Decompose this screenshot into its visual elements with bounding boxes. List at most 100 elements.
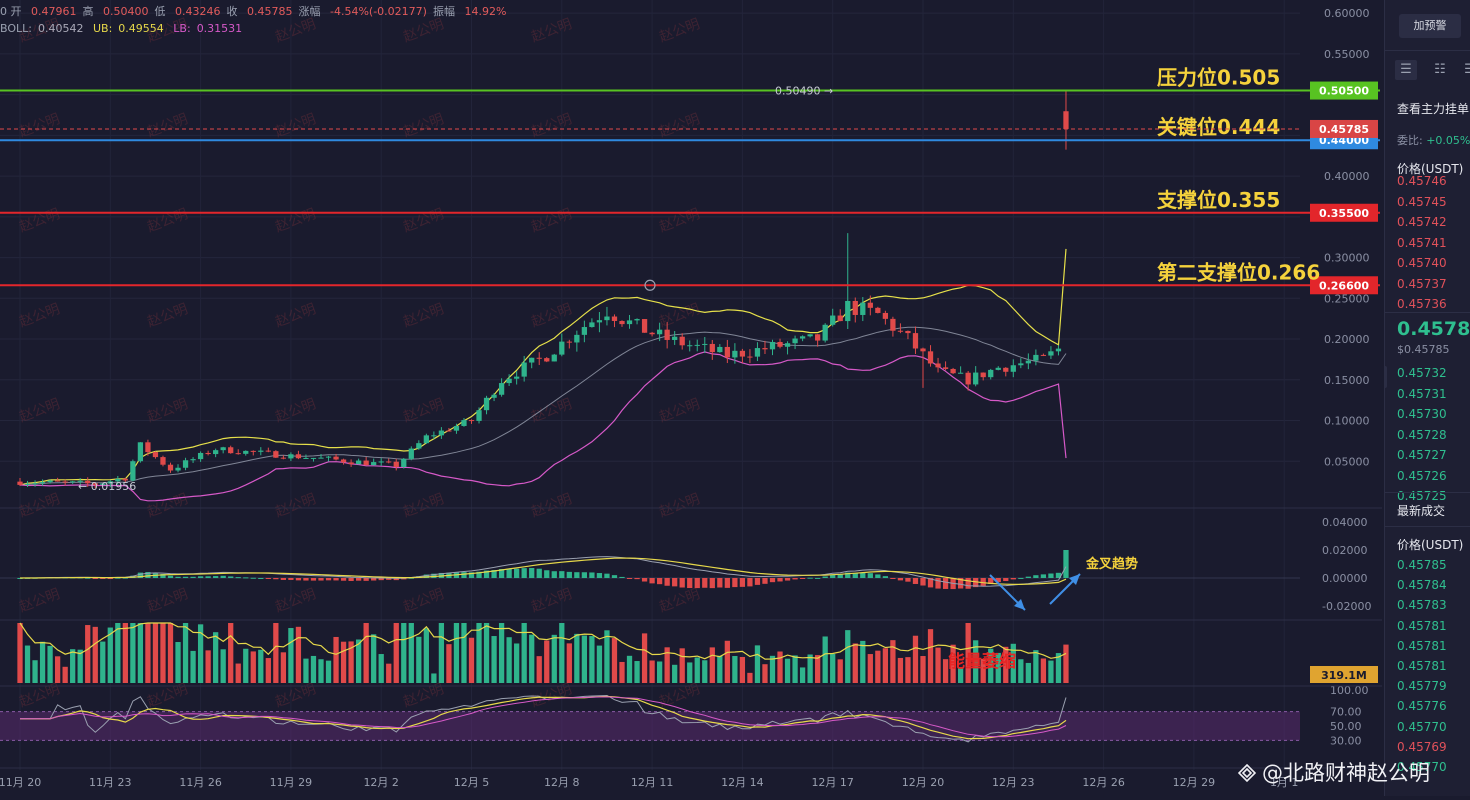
up-arrow-head — [1069, 574, 1080, 585]
trade-row[interactable]: 0.45776 — [1397, 699, 1447, 714]
volume-bar — [386, 663, 392, 683]
bids-view-icon[interactable]: ☷ — [1434, 62, 1446, 77]
macd-histogram-bar — [213, 576, 219, 578]
volume-bar — [1010, 643, 1016, 683]
macd-histogram-bar — [468, 572, 475, 578]
trade-row[interactable]: 0.45779 — [1397, 679, 1447, 694]
divider — [1385, 312, 1470, 313]
trade-row[interactable]: 0.45770 — [1397, 719, 1447, 734]
candle-body — [401, 458, 407, 467]
kline-chart[interactable]: 0.600000.550000.500000.450000.400000.350… — [0, 0, 1382, 796]
candle-body — [54, 480, 61, 482]
ask-row[interactable]: 0.45746 — [1397, 174, 1447, 188]
bid-row[interactable]: 0.45726 — [1397, 468, 1447, 483]
candle-body — [476, 410, 482, 421]
volume-bar — [822, 636, 828, 683]
trade-row[interactable]: 0.45769 — [1397, 739, 1447, 754]
ask-row[interactable]: 0.45742 — [1397, 215, 1447, 229]
collapse-handle-icon[interactable]: › — [1385, 366, 1387, 388]
divider — [1385, 526, 1470, 527]
macd-histogram-bar — [498, 569, 505, 578]
watermark-text: 赵公明 — [401, 586, 446, 615]
trade-row[interactable]: 0.45784 — [1397, 578, 1447, 593]
bid-row[interactable]: 0.45730 — [1397, 407, 1447, 421]
volume-bar — [860, 640, 866, 683]
trade-row[interactable]: 0.45781 — [1397, 638, 1447, 653]
trade-row[interactable]: 0.45781 — [1397, 659, 1447, 673]
candle-body — [446, 430, 452, 432]
ub-label: UB: — [92, 22, 113, 35]
crosshair-marker — [644, 279, 656, 291]
boll-value: 0.40542 — [37, 22, 84, 35]
macd-histogram-bar — [1055, 572, 1062, 578]
candle-body — [920, 348, 926, 352]
candle-body — [393, 461, 399, 467]
macd-histogram-bar — [769, 578, 776, 583]
ask-row[interactable]: 0.45737 — [1397, 276, 1447, 291]
candle-body — [122, 478, 128, 481]
ask-row[interactable]: 0.45740 — [1397, 256, 1447, 270]
candle-body — [589, 322, 595, 328]
volume-bar — [85, 625, 91, 683]
trade-row[interactable]: 0.45781 — [1397, 618, 1447, 633]
volume-bar — [777, 651, 783, 683]
ohlc-values: 0 开 0.47961 高 0.50400 低 0.43246 收 0.45785 涨幅… — [0, 3, 512, 19]
candle-body — [604, 316, 610, 321]
trade-row[interactable]: 0.45770 — [1397, 760, 1447, 774]
bid-row[interactable]: 0.45727 — [1397, 448, 1447, 462]
volume-bar — [762, 664, 768, 683]
bid-row[interactable]: 0.45728 — [1397, 427, 1447, 442]
main-orders-title[interactable]: 查看主力挂单 — [1397, 102, 1470, 116]
candle-body — [325, 456, 332, 458]
macd-histogram-bar — [807, 577, 813, 579]
candle-body — [468, 420, 475, 422]
candle-body — [799, 336, 806, 339]
candle-body — [1003, 367, 1009, 372]
macd-histogram-bar — [596, 573, 603, 578]
candle-body — [32, 483, 38, 485]
ub-value: 0.49554 — [118, 22, 164, 35]
last-price-usd: $0.45785 — [1397, 343, 1450, 356]
volume-bar — [197, 624, 204, 683]
candle-body — [197, 452, 204, 460]
ask-row[interactable]: 0.45745 — [1397, 194, 1447, 209]
candle-body — [175, 467, 181, 471]
current-price-tag — [1310, 119, 1378, 138]
trade-row[interactable]: 0.45783 — [1397, 598, 1447, 613]
volume-ma-line — [19, 622, 1067, 660]
chart-svg[interactable]: 0.600000.550000.500000.450000.400000.350… — [0, 0, 1382, 796]
macd-histogram-bar — [626, 578, 633, 579]
volume-bar — [717, 655, 723, 683]
asks-view-icon[interactable]: ☰ — [1459, 60, 1470, 80]
ask-row[interactable]: 0.45736 — [1397, 297, 1447, 311]
macd-histogram-bar — [1025, 576, 1031, 578]
volume-bar — [514, 643, 520, 683]
macd-histogram-bar — [167, 575, 174, 578]
trade-row[interactable]: 0.45785 — [1397, 558, 1447, 572]
candle-body — [702, 343, 708, 345]
volume-bar — [1040, 658, 1047, 683]
volume-bar — [348, 641, 354, 683]
lb-label: LB: — [173, 22, 191, 35]
bid-row[interactable]: 0.45732 — [1397, 366, 1447, 380]
watermark-text: 赵公明 — [273, 301, 318, 330]
macd-histogram-bar — [1033, 575, 1039, 578]
bid-row[interactable]: 0.45731 — [1397, 386, 1447, 401]
add-alert-button[interactable]: 加预警 — [1399, 14, 1461, 38]
macd-histogram-bar — [709, 578, 715, 589]
volume-bar — [882, 648, 889, 683]
candle-body — [973, 372, 979, 385]
candle-body — [626, 320, 633, 325]
volume-bar — [1018, 659, 1024, 683]
candle-body — [687, 345, 693, 347]
macd-histogram-bar — [589, 572, 595, 578]
macd-tick-label: 0.04000 — [1322, 516, 1368, 529]
watermark-text: 赵公明 — [529, 111, 574, 140]
macd-histogram-bar — [506, 568, 512, 578]
both-sides-view-icon[interactable]: ☰ — [1395, 60, 1417, 80]
volume-bar — [920, 656, 926, 683]
macd-histogram-bar — [122, 577, 128, 579]
watermark-text: 赵公明 — [145, 396, 190, 425]
ask-row[interactable]: 0.45741 — [1397, 235, 1447, 250]
volume-bar — [581, 635, 588, 683]
